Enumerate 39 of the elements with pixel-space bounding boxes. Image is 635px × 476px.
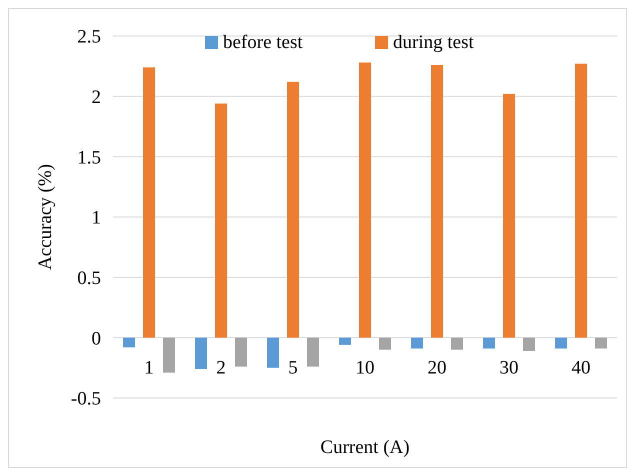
x-tick-label: 5 [288, 358, 298, 379]
bar [143, 67, 155, 338]
bar [595, 338, 607, 349]
bar [163, 338, 175, 373]
y-tick-label: -0.5 [70, 388, 101, 410]
x-tick-label: 20 [428, 358, 446, 379]
y-tick-label: 2 [92, 86, 101, 108]
bar [195, 338, 207, 370]
bar [411, 338, 423, 349]
bar [555, 338, 567, 349]
bar [215, 104, 227, 338]
x-tick-label: 30 [500, 358, 518, 379]
x-tick-label: 40 [572, 358, 590, 379]
bar [307, 338, 319, 367]
y-tick-label: 0.5 [77, 268, 101, 289]
y-tick-label: 1.5 [77, 147, 101, 168]
bar [431, 64, 443, 338]
x-tick-label: 2 [216, 358, 226, 379]
x-axis-title: Current (A) [320, 437, 410, 458]
bar [287, 82, 299, 338]
y-tick-label: 0 [92, 328, 101, 350]
y-tick-label: 1 [92, 208, 101, 229]
bar [359, 62, 371, 338]
x-tick-label: 10 [356, 358, 374, 379]
bar [235, 338, 247, 367]
bar [267, 338, 279, 368]
bar [575, 64, 587, 338]
bar [523, 338, 535, 351]
y-tick-label: 2.5 [77, 26, 101, 48]
bar [451, 338, 463, 350]
bar [123, 338, 135, 348]
bar [379, 338, 391, 350]
legend-label: before test [223, 32, 304, 53]
bar [503, 94, 515, 338]
legend-label: during test [393, 32, 474, 53]
bar [483, 338, 495, 349]
bar [339, 338, 351, 345]
y-axis-title: Accuracy (%) [35, 164, 56, 270]
x-tick-label: 1 [144, 358, 154, 379]
